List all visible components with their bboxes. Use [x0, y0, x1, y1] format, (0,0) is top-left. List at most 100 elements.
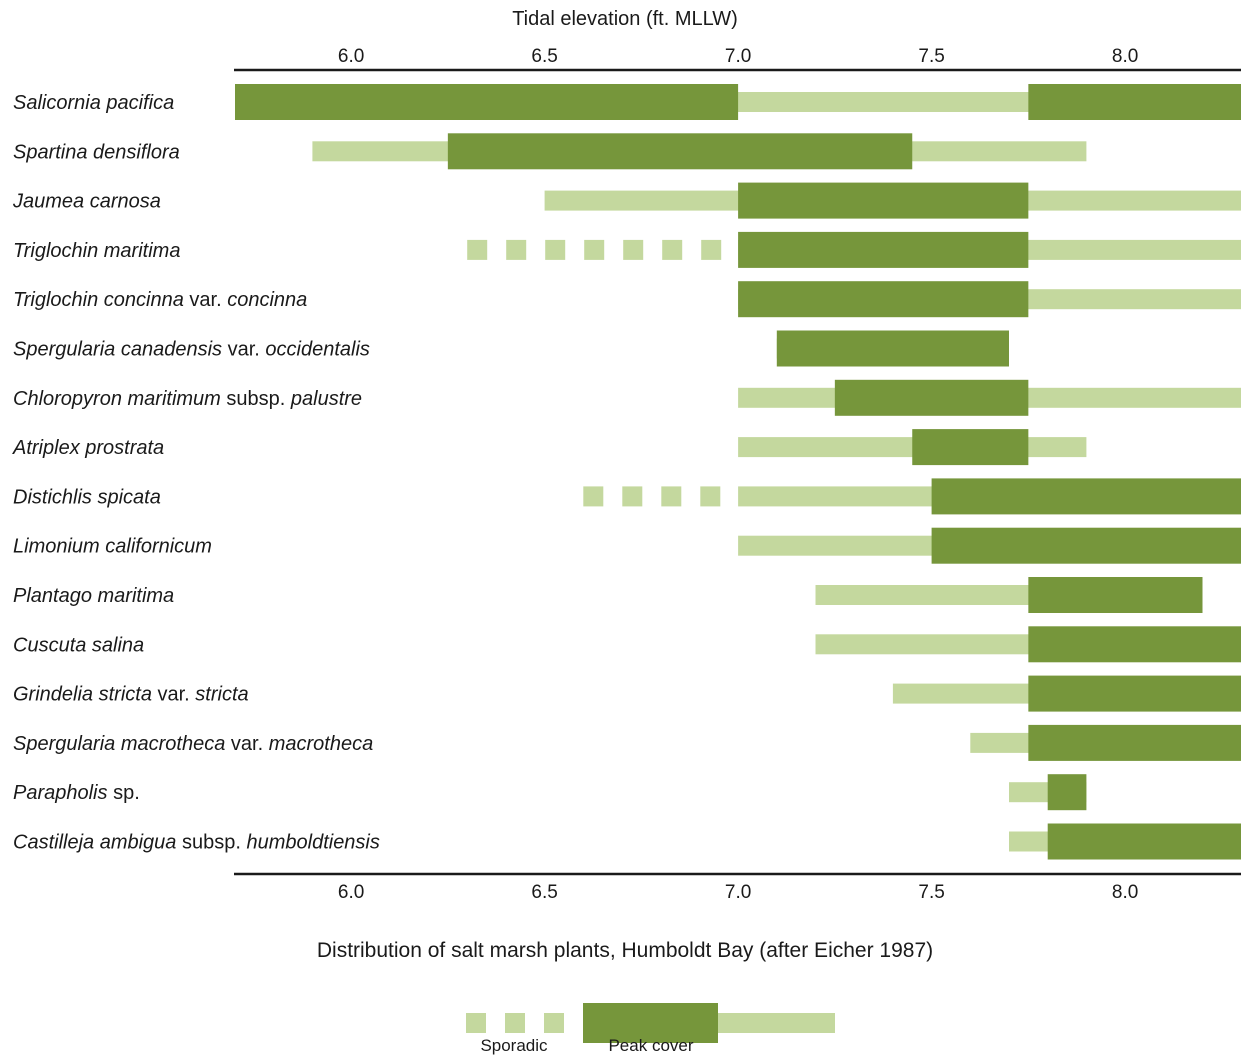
peak-cover-bar	[912, 429, 1029, 466]
species-label-part: Distichlis spicata	[13, 486, 161, 508]
species-label: Castilleja ambigua subsp. humboldtiensis	[13, 832, 380, 854]
species-label-part: palustre	[290, 388, 362, 410]
legend-sporadic-swatch	[466, 1013, 486, 1033]
species-label-part: Parapholis	[13, 782, 108, 804]
species-label: Parapholis sp.	[13, 782, 140, 804]
species-row: Atriplex prostrata	[12, 429, 1087, 466]
sporadic-segment	[623, 239, 644, 260]
species-label-part: sp.	[108, 782, 140, 804]
species-row: Grindelia stricta var. stricta	[13, 675, 1241, 712]
axis-title: Tidal elevation (ft. MLLW)	[512, 8, 738, 30]
species-label-part: stricta	[195, 684, 248, 706]
peak-cover-bar	[738, 231, 1029, 268]
peak-cover-bar	[738, 182, 1029, 219]
species-row: Triglochin concinna var. concinna	[13, 281, 1241, 318]
species-label: Spartina densiflora	[13, 141, 180, 163]
species-row: Cuscuta salina	[13, 626, 1241, 663]
bottom-tick-label: 8.0	[1112, 882, 1138, 903]
species-label: Chloropyron maritimum subsp. palustre	[13, 388, 362, 410]
sporadic-segment	[661, 486, 682, 507]
species-label-part: Triglochin concinna	[13, 289, 184, 311]
peak-cover-bar	[1028, 626, 1241, 663]
species-label: Salicornia pacifica	[13, 92, 174, 114]
legend: Sporadic Peak cover	[466, 1003, 835, 1055]
species-label: Limonium californicum	[13, 536, 212, 558]
species-row: Jaumea carnosa	[12, 182, 1241, 219]
species-label: Cuscuta salina	[13, 634, 144, 656]
species-label: Triglochin concinna var. concinna	[13, 289, 307, 311]
peak-cover-bar	[1028, 724, 1241, 761]
top-tick-labels: 6.0 6.5 7.0 7.5 8.0	[338, 46, 1138, 67]
legend-label-peak-cover: Peak cover	[608, 1036, 693, 1055]
species-label-part: occidentalis	[265, 339, 370, 361]
species-label-part: Atriplex prostrata	[12, 437, 164, 459]
peak-cover-bar	[931, 478, 1241, 515]
bottom-tick-labels: 6.0 6.5 7.0 7.5 8.0	[338, 882, 1138, 903]
peak-cover-bar	[776, 330, 1009, 367]
species-label-part: concinna	[227, 289, 307, 311]
peak-cover-bar	[931, 527, 1241, 564]
species-label: Spergularia canadensis var. occidentalis	[13, 339, 370, 361]
peak-cover-bar	[834, 379, 1029, 416]
sporadic-segment	[583, 486, 604, 507]
legend-label-sporadic: Sporadic	[480, 1036, 548, 1055]
legend-peak-swatch	[583, 1003, 718, 1043]
species-row: Limonium californicum	[13, 527, 1241, 564]
bottom-tick-label: 7.5	[918, 882, 944, 903]
peak-cover-bar	[1028, 577, 1203, 613]
species-label: Spergularia macrotheca var. macrotheca	[13, 733, 373, 755]
legend-sporadic-swatch	[505, 1013, 525, 1033]
species-row: Spartina densiflora	[13, 133, 1087, 170]
species-label-part: var.	[225, 733, 268, 755]
species-label-part: Cuscuta salina	[13, 634, 144, 656]
species-label-part: Chloropyron maritimum	[13, 388, 221, 410]
species-row: Castilleja ambigua subsp. humboldtiensis	[13, 823, 1241, 860]
species-label-part: Jaumea carnosa	[12, 191, 161, 213]
species-row: Chloropyron maritimum subsp. palustre	[13, 379, 1241, 416]
sporadic-segment	[662, 239, 683, 260]
species-label-part: Salicornia pacifica	[13, 92, 174, 114]
sporadic-segment	[701, 239, 722, 260]
species-row: Parapholis sp.	[13, 774, 1087, 811]
peak-cover-bar	[1028, 675, 1241, 712]
sporadic-segment	[700, 486, 721, 507]
species-label-part: macrotheca	[269, 733, 374, 755]
top-tick-label: 7.5	[918, 46, 944, 67]
peak-cover-bar	[235, 84, 739, 120]
sporadic-segment	[467, 239, 488, 260]
species-row: Spergularia macrotheca var. macrotheca	[13, 724, 1241, 761]
species-label-part: var.	[152, 684, 195, 706]
species-row: Salicornia pacifica	[13, 84, 1241, 120]
species-label: Grindelia stricta var. stricta	[13, 684, 249, 706]
species-label-part: Limonium californicum	[13, 536, 212, 558]
top-tick-label: 7.0	[725, 46, 751, 67]
bottom-tick-label: 6.5	[531, 882, 557, 903]
range-bar	[738, 437, 1087, 458]
species-label-part: Spartina densiflora	[13, 141, 180, 163]
species-label-part: Plantago maritima	[13, 585, 174, 607]
species-row: Distichlis spicata	[13, 478, 1241, 515]
sporadic-segment	[622, 486, 643, 507]
bottom-tick-label: 6.0	[338, 882, 364, 903]
species-label-part: var.	[222, 339, 265, 361]
species-label-part: Spergularia macrotheca	[13, 733, 225, 755]
bottom-tick-label: 7.0	[725, 882, 751, 903]
peak-cover-bar	[1047, 823, 1241, 860]
species-label-part: var.	[184, 289, 227, 311]
peak-cover-bar	[1047, 774, 1087, 811]
species-label-part: Triglochin maritima	[13, 240, 180, 262]
sporadic-segment	[545, 239, 566, 260]
peak-cover-bar	[738, 281, 1029, 318]
species-label-part: subsp.	[221, 388, 291, 410]
peak-cover-bar	[1028, 84, 1241, 120]
species-label-part: Castilleja ambigua	[13, 832, 176, 854]
chart-caption: Distribution of salt marsh plants, Humbo…	[317, 939, 933, 962]
species-label-part: Grindelia stricta	[13, 684, 152, 706]
species-label-part: Spergularia canadensis	[13, 339, 222, 361]
species-label-part: humboldtiensis	[246, 832, 379, 854]
species-label: Jaumea carnosa	[12, 191, 161, 213]
species-label: Plantago maritima	[13, 585, 174, 607]
species-row: Spergularia canadensis var. occidentalis	[13, 330, 1009, 367]
species-rows: Salicornia pacifica Spartina densiflora Ja…	[12, 84, 1241, 860]
